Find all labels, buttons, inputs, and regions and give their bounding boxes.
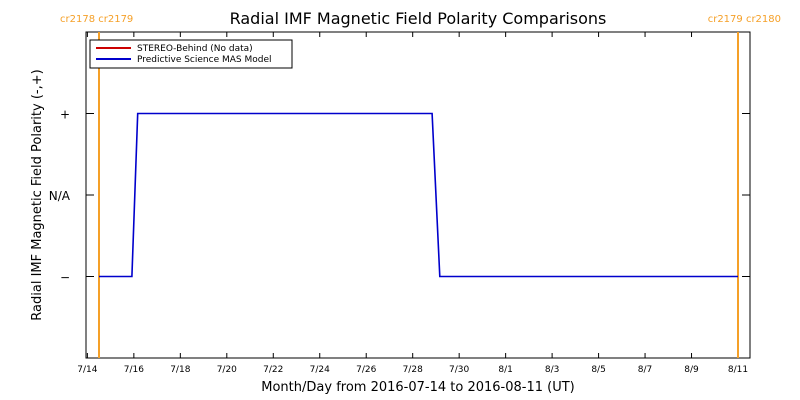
legend-box — [89, 39, 293, 69]
x-tick-label: 7/26 — [356, 365, 376, 375]
x-tick-label: 7/22 — [263, 365, 283, 375]
x-tick-label: 8/11 — [728, 365, 748, 375]
plot-frame — [85, 31, 751, 359]
x-axis-title: Month/Day from 2016-07-14 to 2016-08-11 … — [261, 380, 574, 395]
x-tick-label: 7/28 — [403, 365, 423, 375]
x-axis-ticks: 7/14 7/16 7/18 7/20 7/22 7/24 7/26 7/28 7/30 8/1 8… — [77, 32, 748, 375]
carrington-marker-label: cr2179 cr2180 — [708, 14, 781, 25]
x-tick-label: 7/18 — [170, 365, 190, 375]
series-layer — [99, 112, 738, 278]
series-line — [99, 112, 738, 278]
carrington-marker-label: cr2178 cr2179 — [60, 14, 133, 25]
chart-title: Radial IMF Magnetic Field Polarity Compa… — [230, 9, 607, 28]
x-tick-label: 8/1 — [498, 365, 512, 375]
x-tick-label: 7/20 — [217, 365, 237, 375]
y-tick-label: N/A — [49, 189, 71, 203]
legend-label: Predictive Science MAS Model — [137, 55, 272, 65]
y-axis-ticks: − N/A + — [49, 108, 750, 285]
y-tick-label: − — [60, 271, 70, 285]
legend: STEREO-Behind (No data)Predictive Scienc… — [89, 39, 293, 69]
x-tick-label: 7/24 — [310, 365, 330, 375]
x-tick-label: 7/16 — [124, 365, 144, 375]
carrington-markers: cr2178 cr2179 cr2179 cr2180 — [60, 14, 781, 358]
x-tick-label: 8/9 — [684, 365, 699, 375]
x-tick-label: 7/30 — [449, 365, 469, 375]
legend-label: STEREO-Behind (No data) — [137, 44, 253, 54]
x-tick-label: 8/5 — [591, 365, 605, 375]
x-tick-label: 8/7 — [638, 365, 652, 375]
x-tick-label: 8/3 — [545, 365, 559, 375]
y-tick-label: + — [60, 108, 70, 122]
x-tick-label: 7/14 — [77, 365, 97, 375]
y-axis-title: Radial IMF Magnetic Field Polarity (-,+) — [30, 69, 45, 320]
